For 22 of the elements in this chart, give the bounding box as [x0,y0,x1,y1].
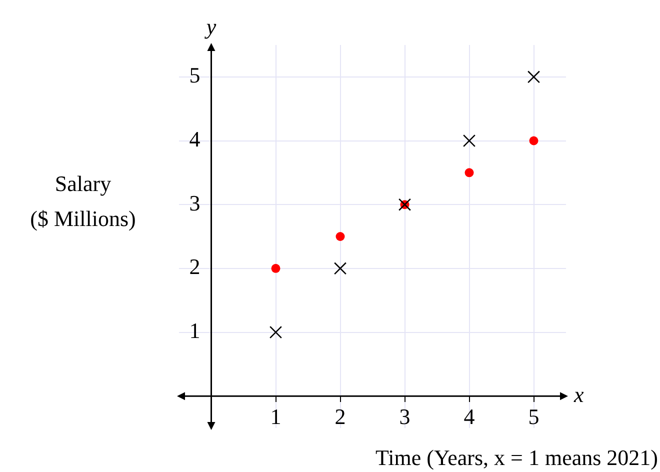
y-axis-title: Salary ($ Millions) [30,170,136,231]
x-tick-label: 4 [464,404,475,430]
text: x [573,382,584,407]
text: y [204,14,216,39]
y-tick-label: 3 [189,190,200,216]
x-tick-label: 5 [528,404,540,430]
point [269,326,282,339]
point [462,134,476,148]
y-tick-label: 2 [189,254,200,280]
x-tick-label: 2 [334,404,346,430]
x-axis-title: Time (Years, x = 1 means 2021) [375,444,658,470]
y-tick-label: 5 [189,62,200,88]
y-tick-label: 1 [189,318,200,344]
point [464,168,474,178]
point [529,136,538,146]
point [271,264,280,273]
point [336,232,345,241]
y-tick-label: 4 [189,126,200,152]
point [334,262,347,275]
point [527,70,540,84]
x-tick-label: 3 [399,404,410,430]
x-tick-label: 1 [270,404,282,430]
